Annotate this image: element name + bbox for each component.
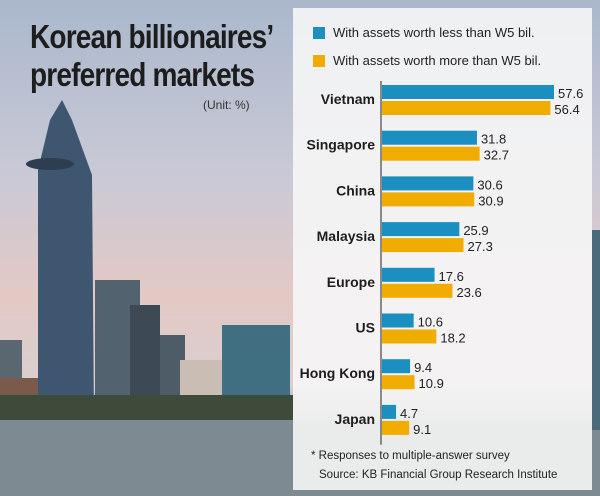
source-note: Source: KB Financial Group Research Inst… bbox=[319, 469, 558, 481]
bar-more bbox=[382, 192, 475, 207]
bar-more bbox=[382, 238, 464, 253]
category-label: Europe bbox=[327, 274, 375, 290]
footnote: * Responses to multiple-answer survey bbox=[311, 450, 510, 462]
value-label: 25.9 bbox=[463, 223, 488, 238]
legend-item-less: With assets worth less than W5 bil. bbox=[313, 25, 535, 40]
category-label: Singapore bbox=[307, 137, 376, 153]
title-line-1: Korean billionaires’ bbox=[30, 18, 274, 55]
bar-less bbox=[382, 267, 435, 282]
bar-less bbox=[382, 130, 477, 145]
unit-label: (Unit: %) bbox=[203, 98, 250, 112]
value-label: 17.6 bbox=[439, 269, 464, 284]
value-label: 9.4 bbox=[414, 360, 432, 375]
bar-less bbox=[382, 176, 474, 191]
value-label: 18.2 bbox=[440, 331, 465, 346]
bar-more bbox=[382, 146, 480, 161]
value-label: 23.6 bbox=[456, 285, 481, 300]
legend-swatch-blue bbox=[313, 26, 325, 39]
category-label: Japan bbox=[335, 411, 375, 427]
value-label: 27.3 bbox=[468, 239, 493, 254]
value-label: 10.6 bbox=[418, 315, 443, 330]
legend-swatch-orange bbox=[313, 54, 325, 67]
value-label: 4.7 bbox=[400, 406, 418, 421]
bar-more bbox=[382, 283, 453, 298]
category-label: Malaysia bbox=[317, 228, 376, 244]
legend-label-more: With assets worth more than W5 bil. bbox=[333, 53, 542, 68]
category-label: Vietnam bbox=[321, 91, 375, 107]
chart-panel: With assets worth less than W5 bil. With… bbox=[293, 8, 592, 490]
bar-less bbox=[382, 404, 397, 419]
bar-less bbox=[382, 313, 414, 328]
value-label: 10.9 bbox=[419, 376, 444, 391]
legend-item-more: With assets worth more than W5 bil. bbox=[313, 53, 541, 68]
bar-less bbox=[382, 359, 411, 374]
value-label: 9.1 bbox=[413, 422, 431, 437]
category-label: Hong Kong bbox=[300, 365, 375, 381]
value-label: 32.7 bbox=[484, 148, 509, 163]
value-label: 31.8 bbox=[481, 132, 506, 147]
bar-more bbox=[382, 375, 415, 390]
title-line-2: preferred markets bbox=[30, 56, 255, 93]
value-label: 30.6 bbox=[477, 177, 502, 192]
category-label: China bbox=[336, 182, 375, 198]
legend-label-less: With assets worth less than W5 bil. bbox=[333, 25, 535, 40]
chart-notes: * Responses to multiple-answer survey So… bbox=[311, 447, 557, 485]
bar-more bbox=[382, 420, 410, 435]
bar-less bbox=[382, 85, 554, 99]
bar-plot: Vietnam 57.656.4 Singapore 31.832.7 China 30.… bbox=[300, 81, 583, 445]
chart-title: Korean billionaires’ preferred markets bbox=[30, 18, 311, 94]
bar-more bbox=[382, 101, 551, 115]
value-label: 30.9 bbox=[478, 193, 503, 208]
bar-less bbox=[382, 222, 460, 237]
category-label: US bbox=[356, 320, 375, 336]
value-label: 56.4 bbox=[554, 102, 579, 117]
bar-more bbox=[382, 329, 437, 344]
value-label: 57.6 bbox=[558, 86, 583, 101]
